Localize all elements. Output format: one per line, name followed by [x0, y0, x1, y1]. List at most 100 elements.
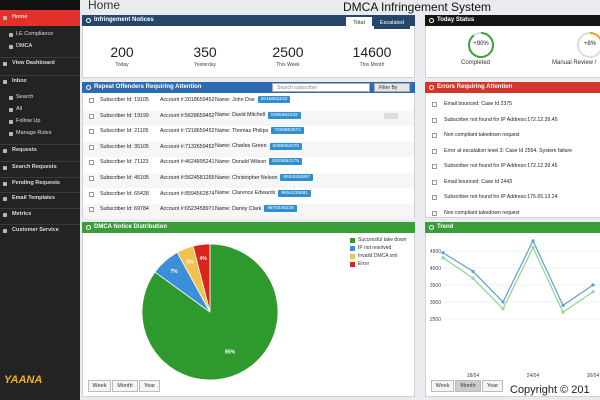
sidebar-item[interactable]: Inbox — [12, 78, 27, 84]
subscriber-id: Subscriber Id: 45105 — [100, 175, 149, 181]
range-button[interactable]: Month — [455, 380, 481, 392]
checkbox[interactable] — [432, 195, 437, 200]
tab[interactable]: Total — [346, 17, 372, 29]
stat-label: This Month — [359, 62, 385, 68]
panel-title: Errors Requiring Attention — [437, 84, 513, 90]
trend-point — [501, 307, 505, 311]
sidebar-item[interactable]: Follow Up — [16, 118, 41, 124]
separator — [0, 224, 80, 225]
sidebar-item[interactable]: Metrics — [12, 211, 32, 217]
x-tick-label: 30/04 — [587, 373, 600, 379]
phone-badge: 7025652572 — [271, 127, 304, 135]
checkbox[interactable] — [89, 129, 94, 135]
trend-panel-header — [425, 222, 600, 233]
separator — [0, 208, 80, 209]
subscriber-id: Subscriber Id: 69784 — [100, 206, 149, 213]
sidebar-item[interactable]: Search — [16, 94, 34, 100]
trend-line — [442, 239, 594, 307]
trend-point — [561, 310, 565, 314]
account: Account #:6523458971 — [160, 206, 215, 213]
checkbox[interactable] — [432, 210, 437, 216]
errors-panel-header — [425, 82, 600, 93]
subscriber-id: Subscriber Id: 21105 — [100, 128, 149, 135]
checkbox[interactable] — [432, 179, 437, 185]
sidebar-item[interactable]: Customer Service — [12, 227, 59, 233]
panel-title: Infringement Notices — [94, 17, 154, 23]
trend-point — [531, 246, 535, 250]
sidebar-item[interactable]: Search Requests — [12, 164, 57, 170]
separator — [0, 75, 80, 76]
error-item: Subscriber not found for IP Address:172.… — [444, 116, 558, 123]
trend-point — [591, 283, 595, 287]
checkbox[interactable] — [89, 207, 94, 213]
tab[interactable]: Escalated — [374, 17, 410, 29]
sidebar-item[interactable]: LE Compliance — [16, 31, 54, 37]
range-button[interactable]: Month — [112, 380, 138, 392]
search-box[interactable]: Search subscriber — [272, 83, 370, 92]
sidebar-icon — [9, 108, 13, 112]
checkbox[interactable] — [89, 144, 94, 150]
sidebar-icon — [9, 132, 13, 136]
range-button[interactable]: Year — [139, 380, 160, 392]
checkbox[interactable] — [89, 191, 94, 197]
sidebar-icon — [9, 33, 13, 37]
checkbox[interactable] — [432, 164, 437, 169]
error-item: Non compliant takedown request — [444, 209, 520, 216]
checkbox[interactable] — [89, 98, 94, 103]
sidebar-item[interactable]: Manage Rules — [16, 130, 52, 136]
row-bg — [83, 141, 414, 157]
legend-swatch — [350, 246, 355, 251]
sidebar-item[interactable]: All — [16, 106, 23, 112]
name: Name: David Mitchell — [215, 112, 266, 119]
name-row: Name: Thomas Philips 7025652572 — [215, 127, 304, 135]
checkbox[interactable] — [432, 148, 437, 154]
checkbox[interactable] — [89, 113, 94, 119]
sidebar-top — [0, 0, 80, 10]
stat-label: This Week — [276, 62, 300, 68]
range-button[interactable]: Week — [431, 380, 454, 392]
checkbox[interactable] — [432, 117, 437, 123]
sidebar-item[interactable]: Email Templates — [12, 195, 55, 201]
page-title: Home — [88, 0, 121, 12]
sidebar-item[interactable]: View Dashboard — [12, 60, 55, 66]
panel-icon — [86, 85, 91, 90]
app-title: DMCA Infringement System — [343, 0, 492, 14]
notices-panel-header — [82, 15, 415, 26]
range-button[interactable]: Year — [482, 380, 503, 392]
checkbox[interactable] — [89, 160, 94, 166]
y-tick-label: 4000 — [430, 266, 441, 272]
sidebar-item[interactable]: Pending Requests — [12, 180, 60, 186]
row-menu[interactable] — [384, 112, 398, 119]
separator — [0, 57, 80, 58]
phone-badge: 5325652175 — [269, 158, 302, 166]
sidebar-item[interactable]: DMCA — [16, 43, 33, 49]
status-label: Completed — [461, 60, 491, 66]
sidebar-icon — [3, 213, 7, 217]
error-item: Error at escalation level 3: Case Id 255… — [444, 147, 573, 154]
sidebar-icon — [9, 120, 13, 124]
trend-point — [471, 276, 475, 280]
sidebar-item[interactable]: Requests — [12, 147, 37, 153]
account: Account #:7132659452 — [160, 143, 215, 150]
y-tick-label: 4500 — [430, 249, 441, 255]
trend-point — [531, 239, 535, 243]
trend-point — [591, 290, 595, 294]
legend-label: Successful take down — [358, 237, 407, 243]
checkbox[interactable] — [89, 176, 94, 181]
name-row: Name: Christopher Nelson 6534652897 — [215, 174, 314, 181]
account: Account #:5628659452 — [160, 112, 215, 119]
checkbox[interactable] — [432, 102, 437, 107]
ring-arc — [468, 32, 494, 58]
separator — [0, 177, 80, 178]
panel-title: Trend — [437, 224, 454, 230]
checkbox[interactable] — [432, 133, 437, 138]
filter-button[interactable]: Filter By — [374, 83, 410, 92]
error-item: Subscriber not found for IP Address:175.… — [444, 194, 558, 200]
sidebar-icon — [3, 182, 7, 186]
sidebar-item[interactable]: Home — [12, 14, 28, 20]
range-button[interactable]: Week — [88, 380, 111, 392]
account: Account #:2018659452 — [160, 97, 215, 103]
sidebar-icon — [3, 197, 7, 201]
y-tick-label: 3000 — [430, 300, 441, 306]
